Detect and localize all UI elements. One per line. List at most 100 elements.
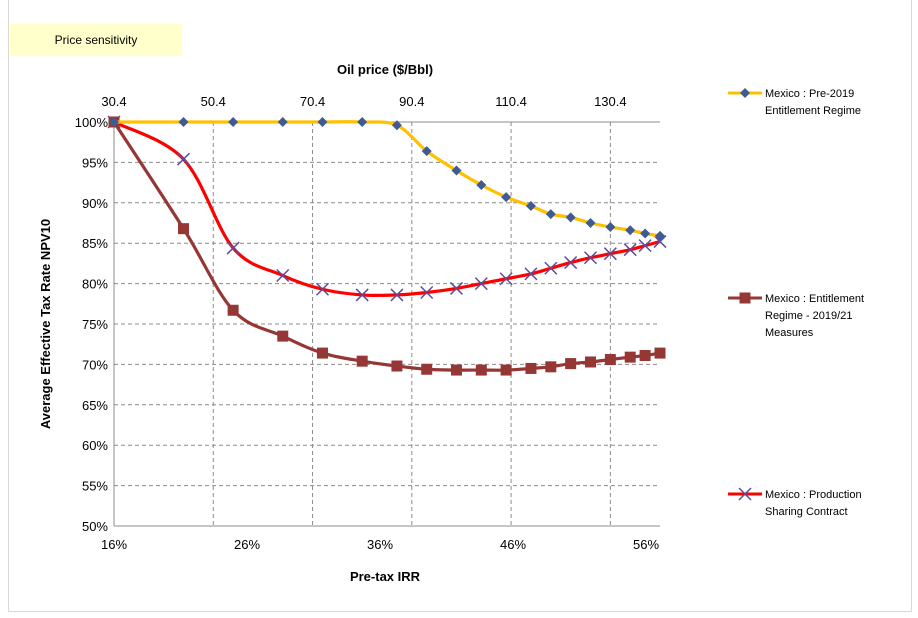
diamond-marker — [655, 230, 665, 241]
diamond-marker — [545, 209, 556, 220]
axes: 100% 95% 90% 85% 80% 75% 70% 65% 60% 55% 50% 30.4 50… — [75, 94, 660, 552]
square-marker — [585, 356, 597, 368]
y-tick-label: 85% — [82, 236, 108, 251]
legend-label: Measures — [765, 327, 814, 339]
diamond-marker — [109, 117, 119, 127]
legend-x-marker — [738, 487, 752, 501]
oil-price-tick-label: 30.4 — [101, 94, 126, 109]
x-marker — [653, 235, 667, 249]
legend-label: Mexico : Entitlement — [765, 293, 864, 305]
x-marker — [390, 288, 404, 302]
diamond-marker — [525, 201, 536, 212]
diamond-marker — [178, 117, 189, 127]
legend-item: Mexico : Entitlement Regime - 2019/21 Meas… — [728, 292, 864, 339]
diamond-marker — [421, 146, 432, 157]
x-marker — [499, 272, 513, 286]
y-tick-label: 65% — [82, 398, 108, 413]
x-marker — [355, 288, 369, 302]
oil-price-tick-label: 90.4 — [399, 94, 424, 109]
diamond-marker — [277, 117, 288, 127]
x-tick-label: 26% — [234, 537, 260, 552]
x-marker — [315, 282, 330, 296]
square-marker — [654, 347, 666, 359]
x-marker — [276, 268, 290, 283]
x-marker — [420, 285, 434, 300]
y-tick-label: 95% — [82, 155, 108, 170]
x-marker — [176, 152, 191, 166]
square-marker — [639, 350, 651, 362]
x-marker — [638, 239, 652, 253]
oil-price-axis-title: Oil price ($/Bbl) — [337, 62, 433, 77]
diamond-marker — [640, 228, 651, 239]
diamond-marker — [605, 222, 616, 233]
x-marker — [603, 247, 617, 261]
chart-frame — [8, 0, 912, 612]
series-line — [112, 121, 661, 372]
legend-label: Mexico : Pre-2019 — [765, 88, 854, 100]
series-line — [113, 120, 661, 298]
square-marker — [604, 354, 616, 366]
price-sensitivity-badge: Price sensitivity — [10, 24, 182, 56]
square-marker — [316, 347, 328, 359]
square-marker — [391, 360, 403, 372]
square-marker — [450, 364, 462, 376]
diamond-marker — [317, 117, 328, 127]
series-layer — [107, 115, 667, 376]
oil-price-tick-label: 110.4 — [495, 94, 527, 109]
y-tick-label: 55% — [82, 479, 108, 494]
diamond-marker — [228, 117, 239, 127]
square-marker — [277, 330, 289, 342]
x-marker — [544, 261, 558, 275]
x-marker — [226, 241, 240, 255]
diamond-marker — [357, 117, 368, 127]
y-tick-label: 70% — [82, 357, 108, 372]
square-marker — [525, 362, 537, 374]
diamond-marker — [391, 120, 402, 131]
x-tick-label: 36% — [367, 537, 393, 552]
legend-label: Regime - 2019/21 — [765, 310, 852, 322]
square-marker — [421, 363, 433, 375]
x-marker — [524, 267, 538, 281]
oil-price-tick-label: 70.4 — [300, 94, 325, 109]
legend-item: Mexico : Production Sharing Contract — [728, 487, 862, 518]
square-marker — [500, 364, 512, 376]
y-tick-label: 60% — [82, 438, 108, 453]
square-marker — [177, 223, 189, 235]
series-x — [107, 115, 667, 302]
square-marker — [624, 351, 636, 363]
y-tick-label: 100% — [75, 115, 109, 130]
square-marker — [565, 358, 577, 370]
square-marker — [475, 364, 487, 376]
diamond-marker — [565, 212, 576, 223]
legend-label: Sharing Contract — [765, 506, 848, 518]
legend-label: Entitlement Regime — [765, 105, 861, 117]
y-tick-label: 90% — [82, 196, 108, 211]
diamond-marker — [585, 218, 596, 228]
x-marker — [583, 251, 598, 265]
x-tick-label: 56% — [633, 537, 659, 552]
diamond-marker — [451, 165, 462, 176]
x-tick-label: 46% — [500, 537, 526, 552]
square-marker — [227, 304, 239, 316]
oil-price-tick-label: 50.4 — [201, 94, 226, 109]
y-tick-label: 80% — [82, 277, 108, 292]
series-diamond — [109, 117, 665, 241]
legend-label: Mexico : Production — [765, 489, 862, 501]
x-marker — [623, 243, 637, 257]
series-square — [108, 116, 666, 376]
x-marker — [449, 281, 464, 295]
y-axis-title: Average Effective Tax Rate NPV10 — [38, 219, 53, 429]
legend-diamond-marker — [740, 88, 750, 98]
legend-item: Mexico : Pre-2019 Entitlement Regime — [728, 88, 861, 117]
diamond-marker — [501, 192, 512, 203]
legend-square-marker — [739, 292, 751, 304]
square-marker — [356, 355, 368, 367]
y-tick-label: 75% — [82, 317, 108, 332]
x-axis-title: Pre-tax IRR — [350, 569, 421, 584]
x-tick-label: 16% — [101, 537, 127, 552]
y-tick-label: 50% — [82, 519, 108, 534]
x-marker — [564, 256, 578, 270]
oil-price-tick-label: 130.4 — [594, 94, 627, 109]
